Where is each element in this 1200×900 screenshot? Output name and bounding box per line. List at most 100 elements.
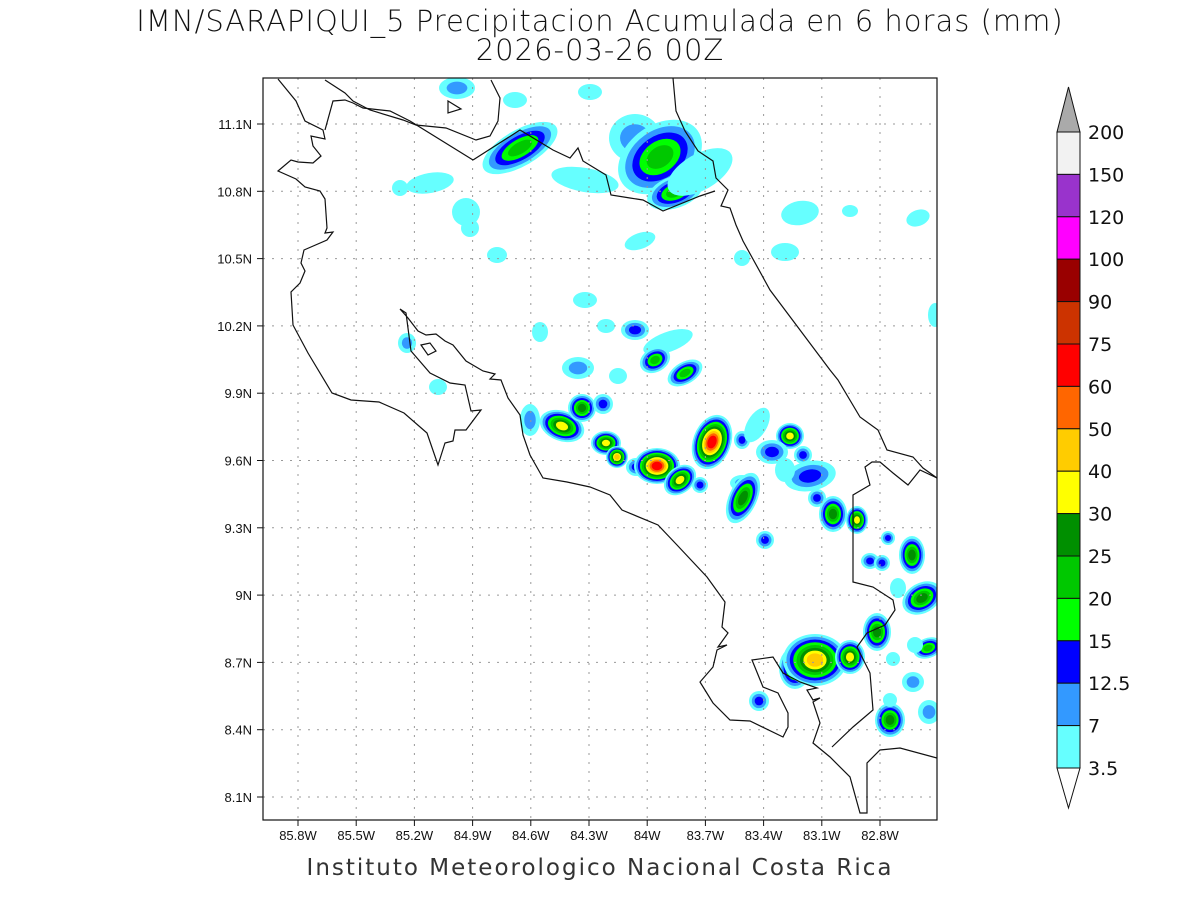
- colorbar-segment: [1056, 258, 1081, 303]
- colorbar-segment: [1056, 216, 1081, 260]
- plot-frame: [262, 77, 938, 821]
- precip-cell: [819, 496, 847, 532]
- precip-cell: [776, 423, 804, 449]
- colorbar-segment: [1056, 597, 1081, 642]
- colorbar-segment: [1056, 173, 1081, 218]
- lake-nicaragua-shore: [324, 79, 501, 141]
- precip-cell: [846, 506, 868, 534]
- nicaragua-costa-rica-border: [472, 129, 716, 212]
- precip-cell: [907, 637, 923, 653]
- precip-cell: [606, 446, 628, 468]
- precip-cell: [551, 166, 619, 194]
- precip-cell: [439, 78, 475, 99]
- precip-contour: [754, 696, 764, 706]
- lat-tick-label: 8.7N: [225, 655, 252, 670]
- lon-tick-label: 84.6W: [512, 828, 550, 843]
- colorbar-segment: [1056, 428, 1081, 472]
- precip-cell: [487, 247, 507, 263]
- precip-contour: [578, 84, 602, 100]
- precip-cell: [890, 578, 906, 598]
- precip-contour: [765, 446, 779, 458]
- precip-contour: [923, 644, 933, 652]
- precip-contour: [738, 436, 746, 444]
- precip-cell: [771, 243, 799, 261]
- precip-cell: [398, 333, 416, 353]
- precip-contour: [813, 494, 821, 502]
- precip-cell: [568, 394, 596, 422]
- precip-contour: [650, 355, 660, 365]
- coastlines: [276, 78, 937, 814]
- colorbar-segment: [1056, 131, 1081, 175]
- precip-contour: [907, 637, 923, 653]
- precip-contour: [628, 325, 642, 335]
- precip-cell: [874, 555, 890, 571]
- lon-tick-label: 84W: [634, 828, 661, 843]
- precip-contour: [532, 322, 548, 342]
- lat-tick-label: 10.2N: [217, 319, 252, 334]
- lake-nicaragua-south-shore: [324, 99, 474, 161]
- precip-contour: [734, 250, 750, 266]
- precip-cell: [783, 634, 847, 686]
- colorbar-label: 30: [1088, 504, 1112, 526]
- island: [419, 342, 437, 356]
- precip-contour: [886, 652, 900, 666]
- precip-cell: [881, 531, 895, 545]
- precip-contour: [928, 303, 937, 327]
- precip-cell: [899, 536, 925, 574]
- precip-cell: [875, 703, 905, 737]
- lat-tick-label: 9.3N: [225, 521, 252, 536]
- lon-tick-label: 85.5W: [337, 828, 375, 843]
- precip-cell: [532, 322, 548, 342]
- colorbar-legend: 200 150 120 100 90 75 60 50 40 30 25 20 15 12.5 7 3.5: [1056, 86, 1130, 810]
- lon-tick-label: 83.1W: [803, 828, 841, 843]
- precip-cell: [691, 414, 733, 470]
- colorbar-segment: [1056, 682, 1081, 727]
- lat-tick-label: 9N: [235, 588, 252, 603]
- precip-contour: [775, 458, 795, 482]
- colorbar-label: 50: [1088, 419, 1112, 441]
- precip-contour: [577, 403, 587, 413]
- precip-cell: [667, 359, 703, 387]
- precip-contour: [609, 368, 627, 384]
- lon-tick-label: 85.2W: [396, 828, 434, 843]
- precip-contour: [406, 172, 454, 194]
- precip-contour: [568, 361, 588, 375]
- precip-cell: [842, 205, 858, 217]
- colorbar-label: 12.5: [1088, 673, 1130, 695]
- lat-tick-label: 11.1N: [218, 117, 252, 132]
- precip-contour: [854, 516, 860, 524]
- precip-cell: [835, 640, 865, 674]
- precip-cell: [918, 700, 937, 724]
- axis-ticks: 85.8W 85.5W 85.2W 84.9W 84.6W 84.3W 84W 83.7W 83…: [217, 117, 899, 843]
- lon-tick-label: 85.8W: [279, 828, 317, 843]
- lat-tick-label: 10.5N: [217, 252, 252, 267]
- precip-cell: [406, 172, 454, 194]
- precip-cell: [482, 121, 558, 175]
- precip-contour: [461, 219, 479, 237]
- precip-contour: [503, 92, 527, 108]
- precip-contour: [696, 481, 704, 489]
- precip-contour: [524, 410, 536, 430]
- precip-contour: [738, 490, 748, 506]
- precip-contour: [883, 693, 897, 707]
- precip-contour: [771, 243, 799, 261]
- lat-tick-label: 9.9N: [225, 386, 252, 401]
- precip-cell: [784, 460, 836, 492]
- precip-cell: [520, 404, 540, 436]
- colorbar-label: 100: [1088, 249, 1124, 271]
- colorbar-segment: [1056, 555, 1081, 599]
- precip-cell: [578, 84, 602, 100]
- precip-cell: [883, 693, 897, 707]
- colorbar-segment: [1056, 301, 1081, 345]
- precip-cell: [863, 613, 891, 651]
- precip-contour: [646, 145, 674, 169]
- island: [447, 99, 463, 114]
- precip-contour: [624, 231, 656, 251]
- colorbar-label: 200: [1088, 122, 1124, 144]
- precip-contour: [675, 475, 685, 485]
- colorbar-label: 3.5: [1088, 758, 1118, 780]
- precip-cell: [725, 472, 761, 524]
- precip-contour: [429, 379, 447, 395]
- precip-contour: [798, 469, 822, 483]
